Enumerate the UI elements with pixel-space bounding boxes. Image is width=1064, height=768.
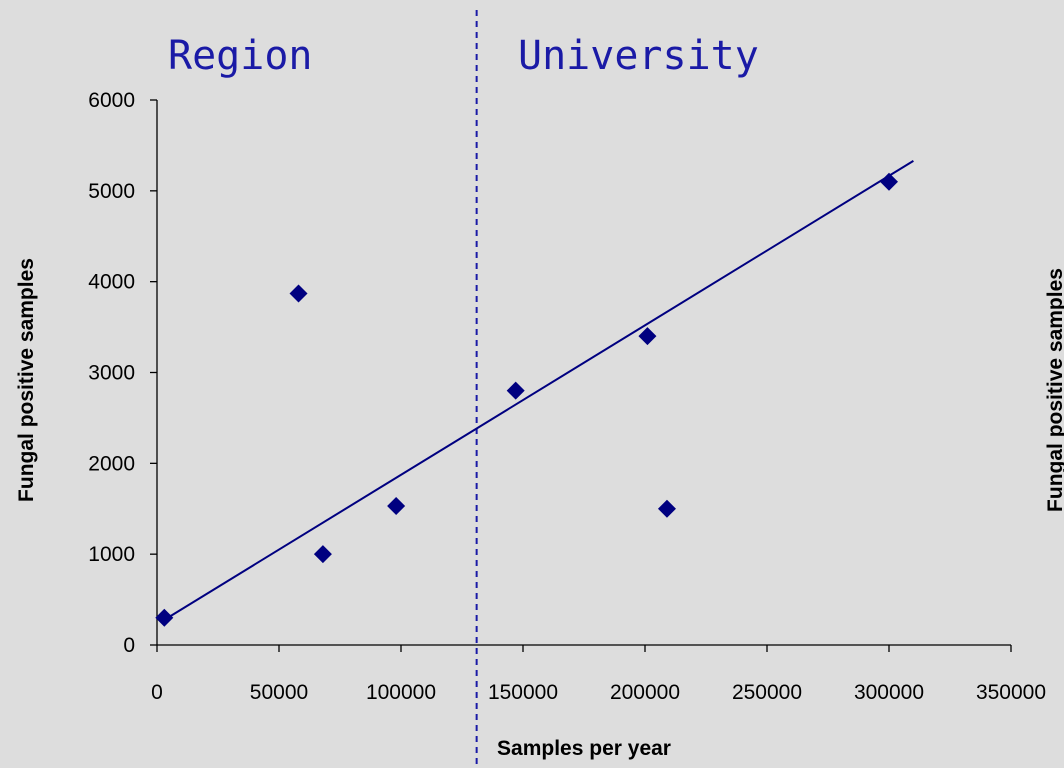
region-label-right: University	[518, 33, 759, 79]
x-tick-label: 300000	[854, 681, 924, 704]
y-tick-label: 1000	[88, 543, 135, 566]
y-tick-label: 4000	[88, 271, 135, 294]
secondary-y-axis-title: Fungal positive samples	[1044, 268, 1064, 512]
y-ticks: 0 1000 2000 3000 4000 5000 6000	[88, 89, 157, 657]
x-tick-label: 350000	[976, 681, 1046, 704]
x-axis-title: Samples per year	[497, 737, 671, 760]
data-points	[155, 172, 898, 627]
y-tick-label: 0	[123, 634, 135, 657]
data-point	[313, 545, 332, 564]
x-tick-label: 250000	[732, 681, 802, 704]
x-tick-label: 0	[151, 681, 163, 704]
x-tick-label: 200000	[610, 681, 680, 704]
data-point	[657, 499, 676, 518]
y-tick-label: 5000	[88, 180, 135, 203]
y-tick-label: 6000	[88, 89, 135, 112]
x-ticks: 0 50000 100000 150000 200000 250000 300000 3500…	[151, 645, 1046, 704]
y-axis-title: Fungal positive samples	[15, 258, 38, 502]
data-point	[638, 327, 657, 346]
data-point	[387, 497, 406, 516]
x-tick-label: 50000	[250, 681, 308, 704]
data-point	[880, 172, 898, 191]
y-tick-label: 2000	[88, 452, 135, 475]
data-point	[506, 381, 525, 400]
x-tick-label: 100000	[366, 681, 436, 704]
data-point	[155, 608, 174, 627]
region-label-left: Region	[168, 33, 313, 79]
y-tick-label: 3000	[88, 362, 135, 385]
x-tick-label: 150000	[488, 681, 558, 704]
trendline	[168, 160, 914, 618]
data-point	[289, 284, 308, 303]
